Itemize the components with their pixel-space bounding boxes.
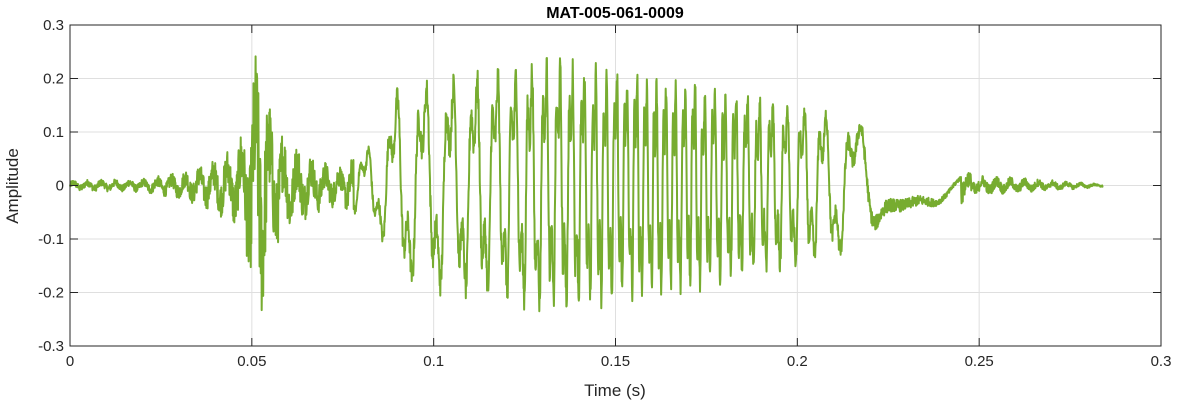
y-axis-label: Amplitude <box>3 148 22 224</box>
y-tick-label: 0.1 <box>43 124 64 141</box>
y-tick-label: -0.2 <box>38 285 64 302</box>
chart-title: MAT-005-061-0009 <box>546 5 684 22</box>
x-tick-label: 0 <box>66 353 74 370</box>
y-tick-labels: -0.3 -0.2 -0.1 0 0.1 0.2 0.3 <box>38 17 64 355</box>
x-tick-label: 0.2 <box>787 353 808 370</box>
x-tick-label: 0.15 <box>601 353 630 370</box>
waveform-layer <box>69 55 1104 313</box>
x-axis-label: Time (s) <box>584 381 646 400</box>
tick-marks <box>69 24 1162 347</box>
y-tick-label: 0.2 <box>43 71 64 88</box>
x-tick-label: 0.1 <box>423 353 444 370</box>
x-tick-label: 0.05 <box>237 353 266 370</box>
y-tick-label: 0.3 <box>43 17 64 34</box>
x-tick-label: 0.3 <box>1151 353 1172 370</box>
waveform-line <box>69 55 1104 313</box>
y-tick-label: -0.1 <box>38 231 64 248</box>
x-tick-label: 0.25 <box>965 353 994 370</box>
x-tick-labels: 0 0.05 0.1 0.15 0.2 0.25 0.3 <box>66 353 1172 370</box>
y-tick-label: -0.3 <box>38 338 64 355</box>
y-tick-label: 0 <box>56 178 64 195</box>
